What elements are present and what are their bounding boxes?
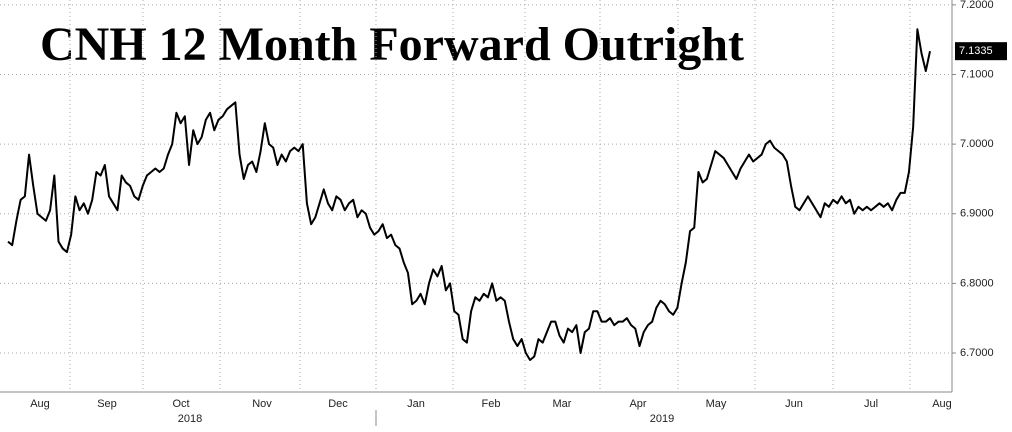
x-tick-label: Mar: [553, 398, 572, 410]
year-label: 2018: [178, 413, 202, 425]
x-tick-label: Dec: [328, 398, 348, 410]
y-tick-label: 7.1000: [960, 68, 994, 80]
y-tick-label: 6.7000: [960, 347, 994, 359]
line-series: [7, 28, 931, 361]
x-tick-label: Jul: [864, 398, 878, 410]
x-tick-label: Aug: [932, 398, 952, 410]
y-tick-label: 6.9000: [960, 208, 994, 220]
y-tick-label: 7.0000: [960, 138, 994, 150]
x-tick-label: Sep: [97, 398, 117, 410]
y-tick-label: 6.8000: [960, 277, 994, 289]
x-tick-label: Nov: [252, 398, 272, 410]
x-tick-label: Apr: [629, 398, 646, 410]
x-tick-label: Oct: [172, 398, 189, 410]
x-tick-label: Jun: [785, 398, 803, 410]
last-value-label: 7.1335: [959, 45, 993, 57]
x-tick-label: Aug: [30, 398, 50, 410]
x-tick-label: Jan: [407, 398, 425, 410]
chart-title: CNH 12 Month Forward Outright: [40, 18, 744, 71]
year-label: 2019: [650, 413, 674, 425]
last-value-box: [955, 42, 1007, 61]
x-tick-label: Feb: [482, 398, 501, 410]
x-tick-label: May: [706, 398, 727, 410]
y-tick-label: 7.2000: [960, 0, 994, 11]
